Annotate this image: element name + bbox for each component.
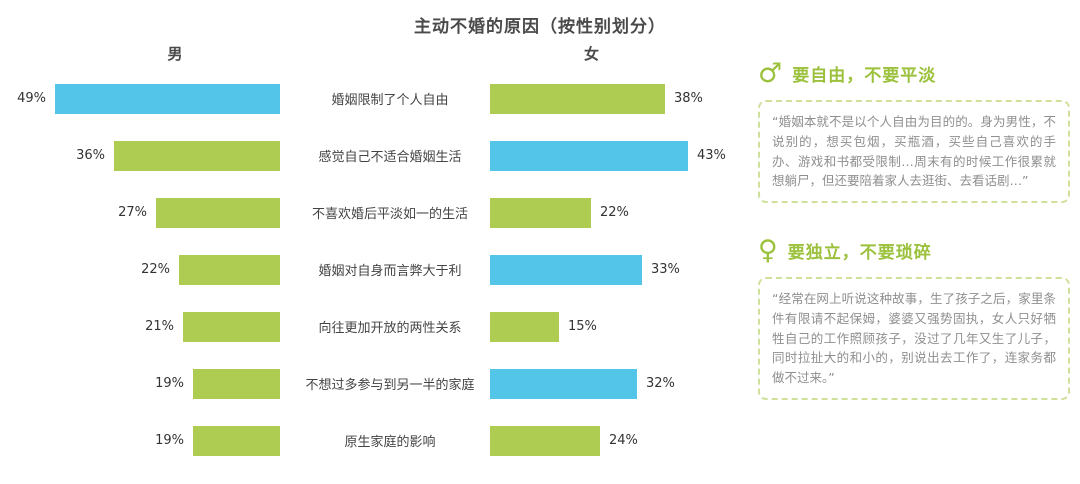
male-value-label: 49% bbox=[17, 91, 46, 106]
male-value-label: 21% bbox=[145, 319, 174, 334]
male-bar bbox=[183, 311, 280, 342]
female-quote-box: “经常在网上听说这种故事，生了孩子之后，家里条件有限请不起保姆，婆婆又强势固执，… bbox=[758, 277, 1070, 400]
male-quote-text: “婚姻本就不是以个人自由为目的的。身为男性，不说别的，想买包烟，买瓶酒，买些自己… bbox=[772, 114, 1056, 189]
female-value-label: 43% bbox=[697, 148, 726, 163]
male-quote-panel: ♂ 要自由，不要平淡 “婚姻本就不是以个人自由为目的的。身为男性，不说别的，想买… bbox=[758, 60, 1070, 203]
chart-row: 19% 原生家庭的影响 24% bbox=[0, 412, 748, 469]
female-icon: ♀ bbox=[758, 235, 778, 266]
chart-row: 21% 向往更加开放的两性关系 15% bbox=[0, 298, 748, 355]
bar-chart: 男 女 49% 婚姻限制了个人自由 38% 36% 感觉自己不适合婚姻生活 43… bbox=[0, 40, 748, 469]
category-label: 不喜欢婚后平淡如一的生活 bbox=[311, 207, 468, 222]
male-value-label: 36% bbox=[76, 148, 105, 163]
chart-row: 22% 婚姻对自身而言弊大于利 33% bbox=[0, 241, 748, 298]
female-bar-cell: 22% bbox=[490, 197, 748, 228]
male-quote-box: “婚姻本就不是以个人自由为目的的。身为男性，不说别的，想买包烟，买瓶酒，买些自己… bbox=[758, 100, 1070, 203]
female-bar-cell: 33% bbox=[490, 254, 748, 285]
female-bar bbox=[490, 197, 591, 228]
male-value-label: 19% bbox=[155, 376, 184, 391]
chart-row: 36% 感觉自己不适合婚姻生活 43% bbox=[0, 127, 748, 184]
female-bar bbox=[490, 311, 559, 342]
female-value-label: 24% bbox=[609, 433, 638, 448]
male-bar bbox=[156, 197, 280, 228]
male-bar-cell: 49% bbox=[0, 83, 290, 114]
female-value-label: 32% bbox=[646, 376, 675, 391]
female-bar-cell: 15% bbox=[490, 311, 748, 342]
category-label: 向往更加开放的两性关系 bbox=[318, 321, 462, 336]
male-bar-cell: 19% bbox=[0, 425, 290, 456]
male-panel-header: ♂ 要自由，不要平淡 bbox=[758, 60, 1070, 87]
female-bar bbox=[490, 140, 688, 171]
category-label: 婚姻限制了个人自由 bbox=[331, 93, 449, 108]
male-value-label: 22% bbox=[141, 262, 170, 277]
quote-sidebar: ♂ 要自由，不要平淡 “婚姻本就不是以个人自由为目的的。身为男性，不说别的，想买… bbox=[758, 60, 1070, 400]
male-bar-cell: 27% bbox=[0, 197, 290, 228]
male-bar-cell: 21% bbox=[0, 311, 290, 342]
female-bar bbox=[490, 368, 637, 399]
male-bar bbox=[179, 254, 280, 285]
chart-rows: 49% 婚姻限制了个人自由 38% 36% 感觉自己不适合婚姻生活 43% 27… bbox=[0, 70, 748, 469]
female-bar bbox=[490, 83, 665, 114]
male-bar bbox=[114, 140, 280, 171]
column-headers: 男 女 bbox=[0, 40, 748, 66]
male-bar-cell: 36% bbox=[0, 140, 290, 171]
male-value-label: 19% bbox=[155, 433, 184, 448]
female-value-label: 22% bbox=[600, 205, 629, 220]
male-bar-cell: 22% bbox=[0, 254, 290, 285]
male-column-header: 男 bbox=[167, 44, 183, 63]
female-bar bbox=[490, 254, 642, 285]
female-quote-panel: ♀ 要独立，不要琐碎 “经常在网上听说这种故事，生了孩子之后，家里条件有限请不起… bbox=[758, 237, 1070, 400]
male-bar bbox=[193, 368, 280, 399]
male-panel-heading: 要自由，不要平淡 bbox=[792, 66, 937, 86]
female-column-header: 女 bbox=[583, 44, 599, 63]
category-label: 感觉自己不适合婚姻生活 bbox=[318, 150, 462, 165]
female-quote-text: “经常在网上听说这种故事，生了孩子之后，家里条件有限请不起保姆，婆婆又强势固执，… bbox=[772, 291, 1056, 385]
female-bar bbox=[490, 425, 600, 456]
category-label: 婚姻对自身而言弊大于利 bbox=[318, 264, 462, 279]
male-bar bbox=[193, 425, 280, 456]
male-icon: ♂ bbox=[758, 58, 783, 89]
page-title: 主动不婚的原因（按性别划分） bbox=[414, 17, 666, 37]
female-bar-cell: 32% bbox=[490, 368, 748, 399]
female-bar-cell: 43% bbox=[490, 140, 748, 171]
chart-row: 19% 不想过多参与到另一半的家庭 32% bbox=[0, 355, 748, 412]
female-value-label: 33% bbox=[651, 262, 680, 277]
category-label: 不想过多参与到另一半的家庭 bbox=[305, 378, 475, 393]
female-bar-cell: 24% bbox=[490, 425, 748, 456]
category-label: 原生家庭的影响 bbox=[344, 435, 436, 450]
female-value-label: 38% bbox=[674, 91, 703, 106]
female-value-label: 15% bbox=[568, 319, 597, 334]
male-value-label: 27% bbox=[118, 205, 147, 220]
female-bar-cell: 38% bbox=[490, 83, 748, 114]
female-panel-header: ♀ 要独立，不要琐碎 bbox=[758, 237, 1070, 264]
female-panel-heading: 要独立，不要琐碎 bbox=[787, 243, 932, 263]
male-bar-cell: 19% bbox=[0, 368, 290, 399]
chart-row: 49% 婚姻限制了个人自由 38% bbox=[0, 70, 748, 127]
male-bar bbox=[55, 83, 280, 114]
chart-row: 27% 不喜欢婚后平淡如一的生活 22% bbox=[0, 184, 748, 241]
